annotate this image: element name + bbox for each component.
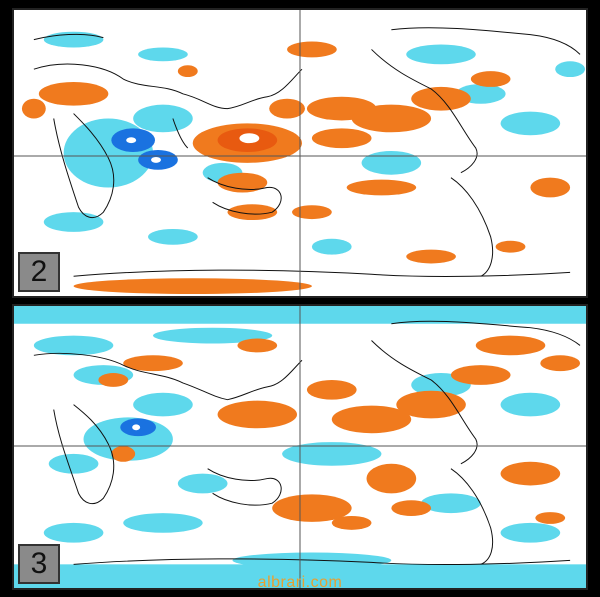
panel-label: 3	[18, 544, 60, 584]
graticule	[14, 10, 586, 296]
watermark: albrari.com	[257, 574, 343, 591]
anomaly-map-3	[14, 306, 586, 588]
coastlines	[33, 27, 581, 277]
map-panel-2: 2	[12, 8, 588, 298]
panel-label: 2	[18, 252, 60, 292]
coastlines	[33, 320, 581, 566]
warm-anomalies	[98, 335, 581, 530]
anomaly-map-2	[14, 10, 586, 296]
graticule	[14, 306, 586, 588]
warm-anomalies	[21, 41, 571, 295]
map-panel-3: 3	[12, 304, 588, 590]
